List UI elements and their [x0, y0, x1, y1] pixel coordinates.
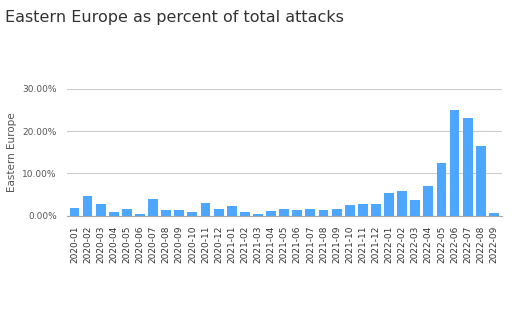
Bar: [161, 210, 171, 216]
Bar: [437, 163, 446, 216]
Bar: [358, 204, 368, 216]
Bar: [423, 186, 433, 216]
Bar: [201, 203, 210, 216]
Bar: [292, 210, 302, 216]
Bar: [306, 209, 315, 216]
Bar: [450, 110, 459, 216]
Bar: [240, 212, 250, 216]
Bar: [463, 118, 473, 216]
Bar: [318, 210, 328, 216]
Y-axis label: Eastern Europe: Eastern Europe: [7, 112, 17, 192]
Bar: [384, 193, 394, 216]
Bar: [371, 204, 381, 216]
Bar: [175, 210, 184, 216]
Bar: [410, 200, 420, 216]
Bar: [214, 209, 224, 216]
Bar: [332, 209, 342, 216]
Bar: [187, 212, 197, 216]
Bar: [345, 205, 355, 216]
Bar: [266, 211, 276, 216]
Bar: [227, 206, 237, 216]
Bar: [253, 214, 263, 216]
Text: Eastern Europe as percent of total attacks: Eastern Europe as percent of total attac…: [5, 10, 344, 24]
Bar: [476, 146, 486, 216]
Bar: [70, 208, 79, 216]
Bar: [82, 196, 93, 216]
Bar: [109, 212, 119, 216]
Bar: [279, 209, 289, 216]
Bar: [397, 191, 407, 216]
Bar: [122, 209, 132, 216]
Bar: [135, 214, 145, 216]
Bar: [148, 199, 158, 216]
Bar: [489, 213, 499, 216]
Bar: [96, 204, 105, 216]
